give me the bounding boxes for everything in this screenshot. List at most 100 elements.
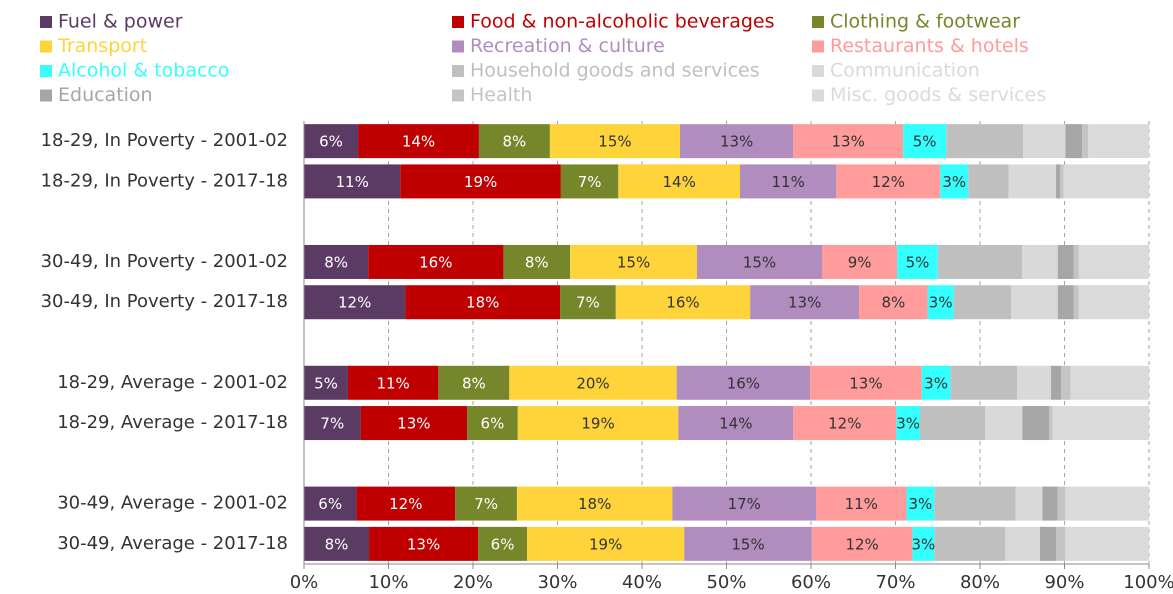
legend-swatch [812, 40, 824, 53]
data-label: 12% [389, 495, 422, 513]
bar-segment [903, 124, 947, 159]
legend-swatch [40, 40, 52, 53]
bar-segment [1065, 526, 1149, 561]
bar-segment [1088, 124, 1149, 159]
bar-segment [356, 486, 456, 521]
data-label: 13% [832, 133, 865, 151]
bar-segment [1065, 124, 1083, 159]
data-label: 3% [911, 535, 935, 553]
bar-segment [1015, 486, 1043, 521]
bar-segment [1057, 285, 1074, 320]
x-tick-label: 60% [791, 572, 831, 593]
data-label: 12% [338, 294, 371, 312]
bar-segment [696, 244, 822, 279]
bar-segment [1073, 244, 1079, 279]
bar-segment [684, 526, 812, 561]
data-label: 6% [319, 133, 343, 151]
y-tick-label: 30-49, In Poverty - 2017-18 [41, 291, 288, 312]
legend-label: Communication [830, 60, 980, 82]
data-label: 17% [728, 495, 761, 513]
legend-swatch [452, 16, 464, 28]
data-label: 9% [848, 253, 872, 271]
bar-segment [968, 164, 1009, 199]
bar-segment [1078, 285, 1149, 320]
bar-segment [1057, 486, 1066, 521]
data-label: 8% [324, 253, 348, 271]
bar-segment [927, 285, 954, 320]
bar-segment [1061, 365, 1071, 400]
data-label: 16% [666, 294, 699, 312]
bar-segment [912, 526, 935, 561]
legend-swatch [812, 89, 824, 102]
data-label: 15% [617, 253, 650, 271]
bar-segment [455, 486, 517, 521]
bar-segment [1050, 365, 1062, 400]
bar-segment [940, 164, 969, 199]
bar-segment [897, 244, 938, 279]
x-tick-label: 100% [1123, 572, 1173, 593]
bar-segment [509, 365, 677, 400]
data-label: 8% [325, 535, 349, 553]
bar-segment [304, 164, 401, 199]
bar-segment [570, 244, 697, 279]
bar-segment [859, 285, 928, 320]
y-tick-label: 18-29, Average - 2017-18 [57, 412, 288, 433]
legend-swatch [40, 65, 52, 77]
bar-segment [360, 406, 468, 441]
bar-segment [1022, 244, 1058, 279]
bar-segment [503, 244, 571, 279]
bar-segment [1056, 526, 1066, 561]
y-tick-label: 30-49, In Poverty - 2001-02 [41, 251, 288, 272]
data-label: 13% [720, 133, 753, 151]
bar-segment [836, 164, 941, 199]
legend-label: Alcohol & tobacco [58, 60, 229, 82]
bar-segment [985, 406, 1023, 441]
bar-segment [304, 365, 348, 400]
data-label: 13% [397, 415, 430, 433]
bar-segment [1060, 164, 1064, 199]
legend-label: Restaurants & hotels [830, 35, 1029, 57]
bar-segment [368, 244, 504, 279]
data-label: 11% [772, 173, 805, 191]
bar-segment [304, 285, 406, 320]
x-tick-label: 40% [622, 572, 662, 593]
data-label: 8% [462, 374, 486, 392]
data-label: 13% [849, 374, 882, 392]
data-label: 8% [503, 133, 527, 151]
data-label: 5% [314, 374, 338, 392]
data-label: 15% [743, 253, 776, 271]
bar-segment [1023, 124, 1066, 159]
bar-segment [672, 486, 817, 521]
bar-segment [438, 365, 510, 400]
legend-swatch [40, 89, 52, 102]
data-label: 11% [376, 374, 409, 392]
data-label: 12% [828, 415, 861, 433]
data-label: 6% [318, 495, 342, 513]
bar-segment [1017, 365, 1051, 400]
bar-segment [304, 124, 359, 159]
legend-label: Health [470, 84, 532, 106]
data-label: 20% [576, 374, 609, 392]
x-tick-label: 90% [1044, 572, 1084, 593]
x-tick-label: 0% [290, 572, 319, 593]
bar-segment [810, 365, 922, 400]
data-label: 8% [881, 294, 905, 312]
bar-segment [1070, 365, 1149, 400]
data-label: 12% [845, 535, 878, 553]
data-label: 14% [402, 133, 435, 151]
bar-segment [1008, 164, 1057, 199]
bar-segment [953, 285, 1012, 320]
data-label: 18% [578, 495, 611, 513]
legend-swatch [812, 65, 824, 77]
data-label: 7% [320, 415, 344, 433]
bar-segment [1082, 124, 1089, 159]
data-label: 11% [335, 173, 368, 191]
data-label: 15% [731, 535, 764, 553]
bar-segment [400, 164, 561, 199]
data-label: 5% [906, 253, 930, 271]
bar-segment [680, 124, 794, 159]
bar-segment [678, 406, 794, 441]
bar-segment [950, 365, 1018, 400]
bar-segment [467, 406, 518, 441]
bar-segment [1022, 406, 1050, 441]
